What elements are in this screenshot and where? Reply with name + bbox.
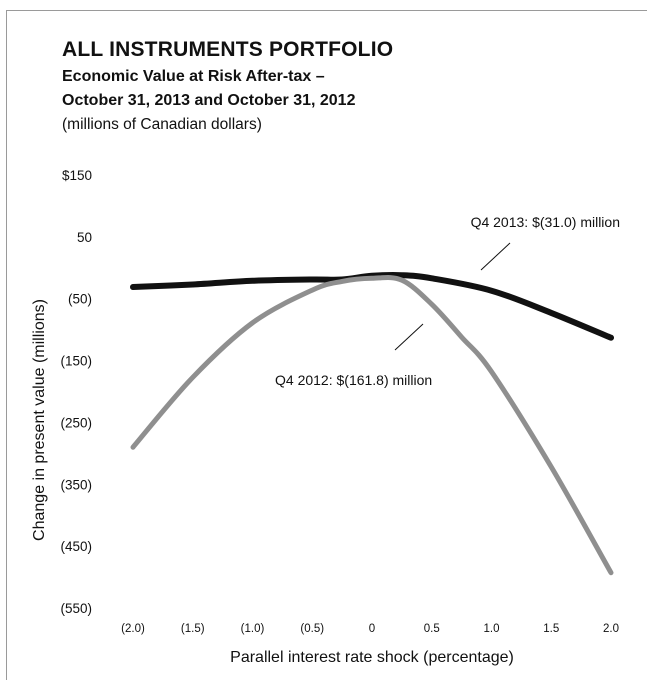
y-axis-label: Change in present value (millions) <box>31 299 48 541</box>
x-axis-label: Parallel interest rate shock (percentage… <box>230 649 514 666</box>
series-lines <box>130 272 614 576</box>
series-line-q4-2012 <box>130 275 614 576</box>
y-tick-label: (350) <box>60 477 92 492</box>
y-tick-label: 50 <box>77 230 92 245</box>
annotation-leader-line <box>394 323 424 351</box>
y-axis-ticks: $150 50 (50) (150) (250) (350) (450) (550) <box>60 168 92 616</box>
x-axis-ticks: (2.0) (1.5) (1.0) (0.5) 0 0.5 1.0 1.5 2.0 <box>121 623 619 635</box>
x-tick-label: (1.0) <box>241 623 265 635</box>
annotation-label: Q4 2012: $(161.8) million <box>275 372 432 388</box>
x-tick-label: 1.5 <box>543 623 559 635</box>
annotation-leader-line <box>480 242 511 271</box>
y-tick-label: $150 <box>62 168 92 183</box>
y-tick-label: (550) <box>60 601 92 616</box>
x-tick-label: (1.5) <box>181 623 205 635</box>
annotation-label: Q4 2013: $(31.0) million <box>471 214 620 230</box>
x-tick-label: 2.0 <box>603 623 619 635</box>
series-line-q4-2013 <box>130 272 614 341</box>
chart-frame <box>6 10 647 680</box>
chart-units: (millions of Canadian dollars) <box>62 116 262 133</box>
x-tick-label: 1.0 <box>484 623 500 635</box>
x-tick-label: (2.0) <box>121 623 145 635</box>
x-tick-label: (0.5) <box>300 623 324 635</box>
chart-title: ALL INSTRUMENTS PORTFOLIO <box>62 38 394 61</box>
x-tick-label: 0.5 <box>424 623 440 635</box>
y-tick-label: (50) <box>68 292 92 307</box>
x-tick-label: 0 <box>369 623 375 635</box>
y-tick-label: (150) <box>60 354 92 369</box>
annotations: Q4 2013: $(31.0) million Q4 2012: $(161.8… <box>275 214 620 388</box>
chart-subtitle-line2: October 31, 2013 and October 31, 2012 <box>62 92 356 109</box>
y-tick-label: (450) <box>60 539 92 554</box>
chart-subtitle-line1: Economic Value at Risk After-tax – <box>62 68 325 85</box>
y-tick-label: (250) <box>60 415 92 430</box>
